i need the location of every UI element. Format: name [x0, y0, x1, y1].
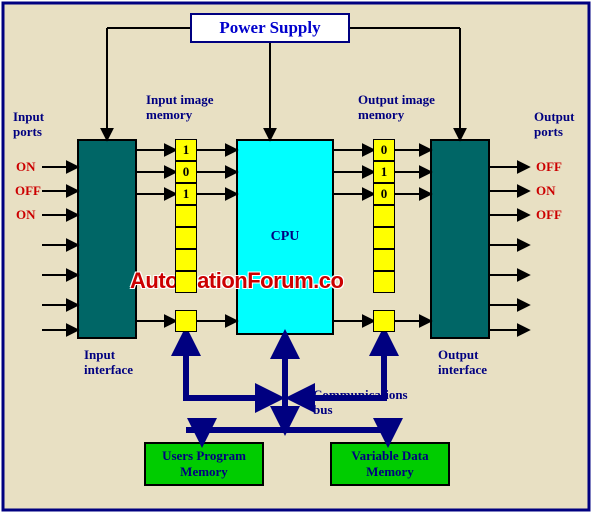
memory-cell: 0: [373, 183, 395, 205]
watermark: AutomationForum.co: [130, 268, 343, 294]
memory-cell: 1: [373, 161, 395, 183]
memory-cell: [373, 271, 395, 293]
arrows: [0, 0, 592, 513]
memory-cell-tail: [373, 310, 395, 332]
memory-cell: [175, 249, 197, 271]
memory-cell: 1: [175, 183, 197, 205]
watermark-text: AutomationForum.co: [130, 268, 343, 293]
memory-cell: [373, 205, 395, 227]
memory-cell: [175, 205, 197, 227]
diagram-canvas: Power Supply CPU Users Program Memory Va…: [0, 0, 592, 513]
memory-cell: [175, 227, 197, 249]
memory-cell: [373, 227, 395, 249]
memory-cell: [175, 271, 197, 293]
memory-cell-tail: [175, 310, 197, 332]
memory-cell: 0: [373, 139, 395, 161]
memory-cell: 0: [175, 161, 197, 183]
memory-cell: [373, 249, 395, 271]
memory-cell: 1: [175, 139, 197, 161]
